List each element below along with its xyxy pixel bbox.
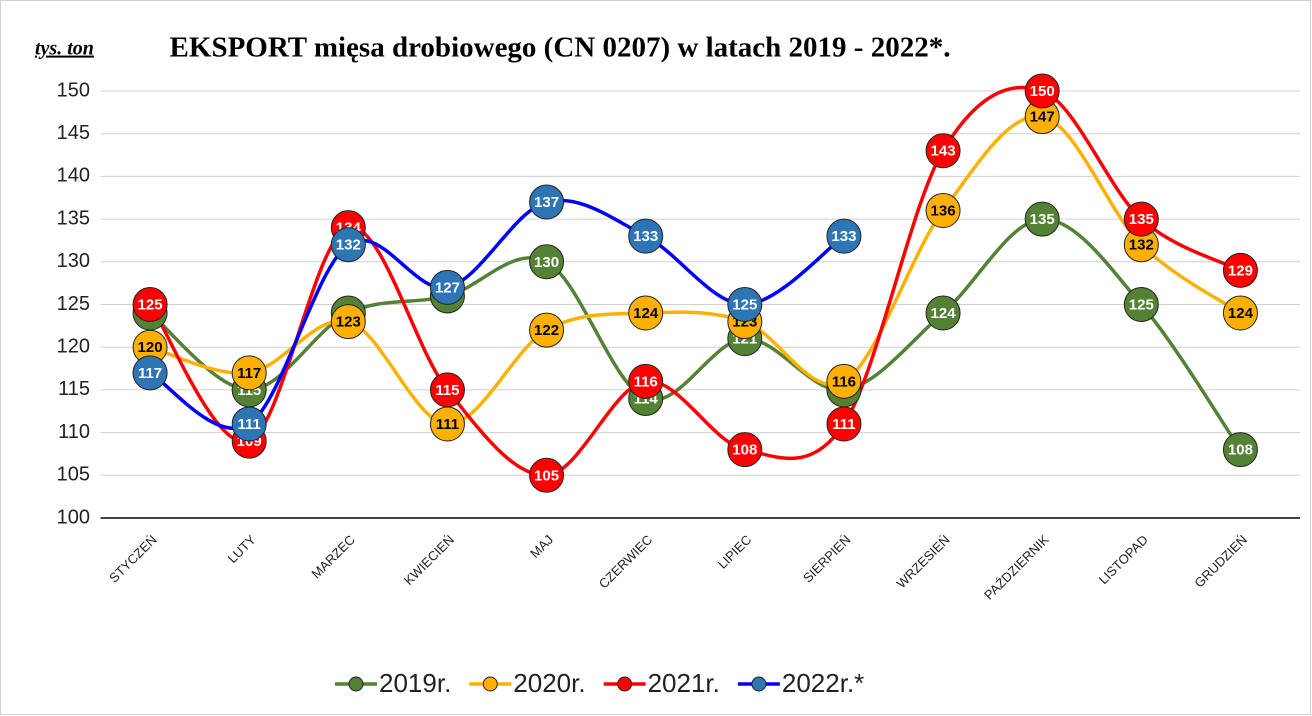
data-label: 125 <box>1129 296 1154 313</box>
chart-title: EKSPORT mięsa drobiowego (CN 0207) w lat… <box>170 32 951 64</box>
data-label: 133 <box>831 228 856 245</box>
data-label: 108 <box>1228 442 1253 459</box>
marker <box>529 184 565 220</box>
legend-label: 2021r. <box>648 668 720 698</box>
marker <box>132 355 168 391</box>
y-axis-label: tys. ton <box>35 38 94 60</box>
y-tick-label: 140 <box>57 165 90 187</box>
marker <box>727 432 763 468</box>
legend-marker <box>617 676 633 692</box>
legend: 2019r. 2020r. 2021r. 2022r.* <box>335 668 864 698</box>
data-label: 132 <box>336 237 361 254</box>
marker <box>1222 252 1258 288</box>
marker <box>826 363 862 399</box>
data-label: 124 <box>931 305 957 322</box>
y-tick-label: 145 <box>57 122 90 144</box>
data-label: 132 <box>1129 237 1154 254</box>
legend-label: 2022r.* <box>782 668 864 698</box>
legend-label: 2019r. <box>379 668 451 698</box>
data-label: 116 <box>832 373 856 390</box>
data-label: 125 <box>138 296 163 313</box>
marker <box>925 295 961 331</box>
marker <box>628 295 664 331</box>
marker <box>925 193 961 229</box>
data-label: 135 <box>1129 211 1154 228</box>
marker <box>1222 295 1258 331</box>
marker <box>330 304 366 340</box>
marker <box>231 406 267 442</box>
legend-marker <box>482 676 498 692</box>
y-tick-label: 135 <box>57 207 90 229</box>
data-label: 127 <box>435 279 460 296</box>
y-tick-label: 110 <box>58 421 90 443</box>
y-tick-label: 130 <box>57 250 90 272</box>
marker <box>1123 287 1159 322</box>
legend-marker <box>751 676 767 692</box>
data-label: 130 <box>534 254 559 271</box>
marker <box>429 269 465 305</box>
data-label: 116 <box>634 373 658 390</box>
y-tick-label: 125 <box>57 293 90 315</box>
marker <box>132 287 168 322</box>
data-label: 150 <box>1030 83 1055 100</box>
data-label: 135 <box>1030 211 1055 228</box>
marker <box>529 244 565 280</box>
data-label: 108 <box>732 442 757 459</box>
marker <box>529 457 565 493</box>
data-label: 124 <box>1228 305 1254 322</box>
data-label: 147 <box>1030 109 1055 126</box>
y-tick-label: 105 <box>57 464 90 486</box>
marker <box>925 133 961 169</box>
marker <box>727 287 763 322</box>
marker <box>1024 73 1060 109</box>
data-label: 136 <box>931 203 956 220</box>
marker <box>330 227 366 263</box>
marker <box>1123 201 1159 237</box>
marker <box>628 363 664 399</box>
data-label: 129 <box>1228 262 1253 279</box>
marker <box>231 355 267 391</box>
data-label: 133 <box>633 228 658 245</box>
data-label: 111 <box>436 416 459 433</box>
y-tick-label: 115 <box>58 378 90 400</box>
marker <box>1222 432 1258 468</box>
marker <box>826 406 862 442</box>
data-label: 125 <box>732 296 757 313</box>
data-label: 105 <box>534 467 559 484</box>
data-label: 111 <box>238 416 261 433</box>
data-label: 123 <box>336 314 361 331</box>
data-label: 143 <box>931 143 956 160</box>
data-label: 115 <box>435 382 459 399</box>
data-label: 117 <box>237 365 261 382</box>
data-label: 111 <box>832 416 855 433</box>
marker <box>529 312 565 348</box>
data-label: 137 <box>534 194 559 211</box>
legend-marker <box>348 676 364 692</box>
marker <box>826 218 862 254</box>
y-tick-label: 100 <box>57 506 90 528</box>
data-label: 122 <box>534 322 559 339</box>
data-label: 124 <box>633 305 659 322</box>
y-tick-label: 150 <box>57 79 90 101</box>
legend-label: 2020r. <box>513 668 585 698</box>
data-label: 120 <box>138 339 163 356</box>
y-tick-label: 120 <box>57 335 90 357</box>
marker <box>1024 201 1060 237</box>
marker <box>429 372 465 408</box>
data-label: 117 <box>138 365 162 382</box>
marker <box>628 218 664 254</box>
